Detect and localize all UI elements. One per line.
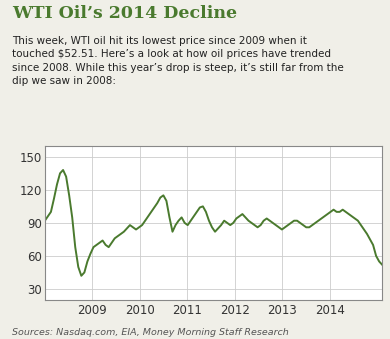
Text: This week, WTI oil hit its lowest price since 2009 when it
touched $52.51. Here’: This week, WTI oil hit its lowest price … bbox=[12, 36, 344, 86]
Text: WTI Oil’s 2014 Decline: WTI Oil’s 2014 Decline bbox=[12, 5, 237, 22]
Text: Sources: Nasdaq.com, EIA, Money Morning Staff Research: Sources: Nasdaq.com, EIA, Money Morning … bbox=[12, 328, 289, 337]
